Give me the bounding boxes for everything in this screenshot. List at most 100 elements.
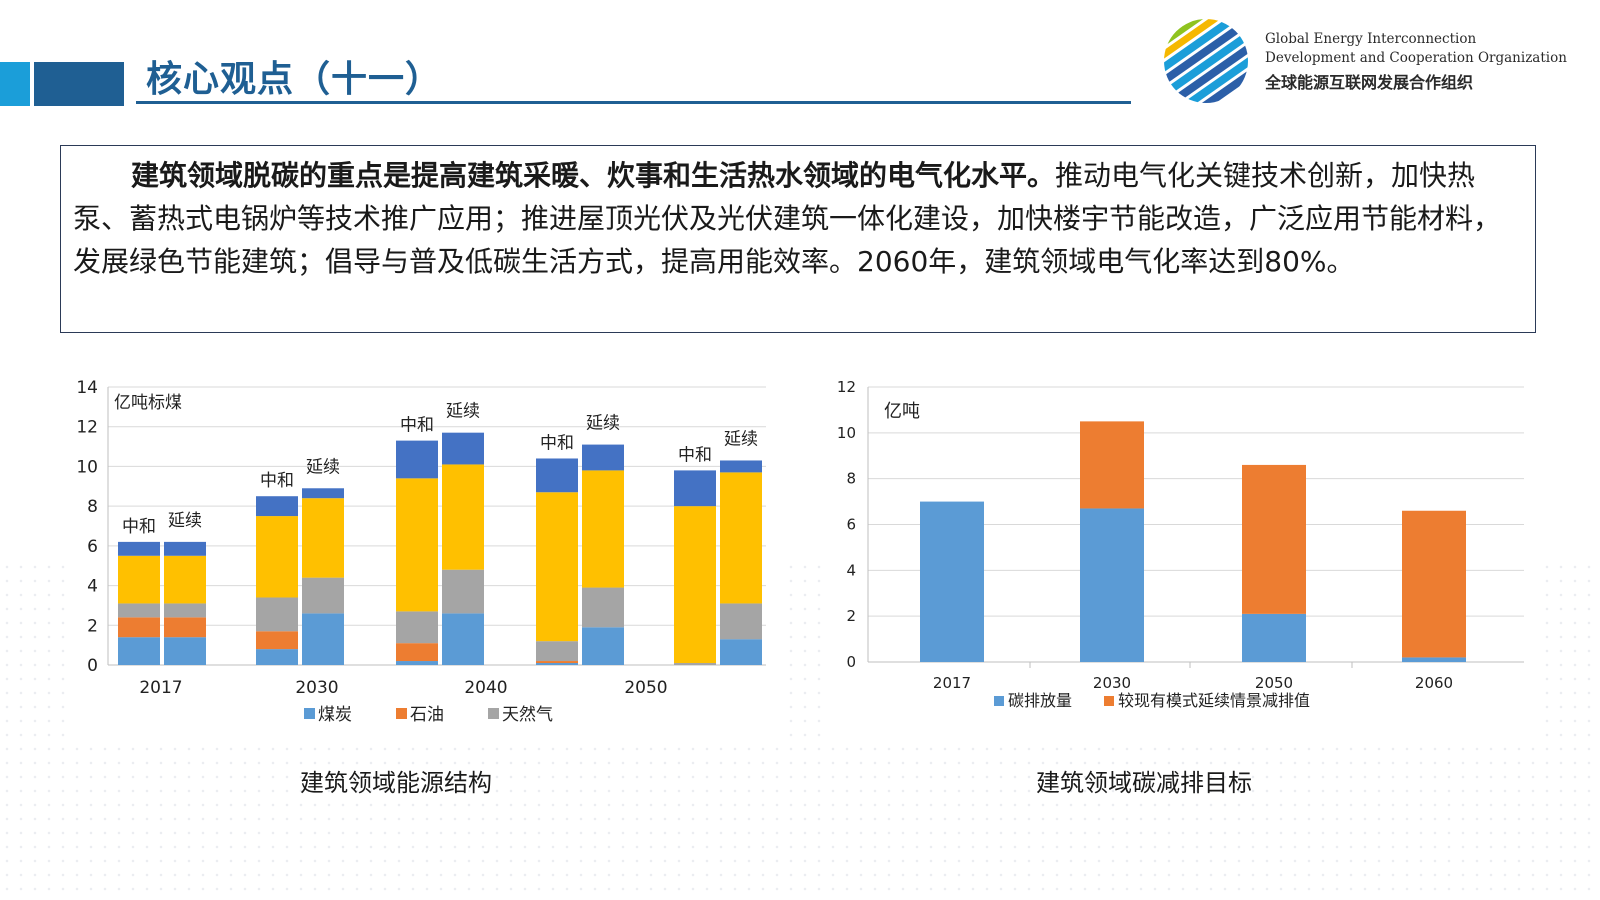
legend-label: 石油 (410, 705, 444, 725)
bar-segment-gas (396, 611, 438, 644)
bar-segment-gas (164, 603, 206, 618)
bar-segment-coal (118, 637, 160, 665)
bar-segment-coal (164, 637, 206, 665)
bar-segment-electricity (442, 464, 484, 570)
org-name-zh: 全球能源互联网发展合作组织 (1265, 73, 1474, 92)
x-tick-label: 2040 (464, 678, 507, 698)
bar-segment-electricity (256, 516, 298, 598)
bar-segment-electricity (536, 492, 578, 642)
y-tick-label: 14 (76, 378, 98, 398)
y-tick-label: 6 (846, 516, 856, 534)
bar-segment-other (536, 458, 578, 493)
org-name-en-line2: Development and Cooperation Organization (1265, 50, 1567, 66)
bar-segment-other (396, 440, 438, 479)
bar-segment-other (164, 541, 206, 556)
bar-segment-emission (1080, 508, 1144, 662)
bar-segment-coal (720, 639, 762, 665)
bar-label: 延续 (586, 414, 620, 434)
legend-label: 较现有模式延续情景减排值 (1118, 691, 1310, 710)
y-tick-label: 10 (837, 424, 856, 442)
y-tick-label: 0 (846, 653, 856, 671)
bar-segment-reduction (1242, 464, 1306, 614)
chart1-caption: 建筑领域能源结构 (300, 769, 492, 797)
y-tick-label: 6 (87, 537, 98, 557)
summary-body-text: 推动电气化关键技术创新，加快热泵、蓄热式电锅炉等技术推广应用；推进屋顶光伏及光伏… (73, 159, 1502, 278)
y-tick-label: 4 (846, 561, 856, 579)
bar-segment-gas (118, 603, 160, 618)
bar-segment-coal (302, 613, 344, 665)
y-tick-label: 10 (76, 457, 98, 477)
bar-segment-gas (720, 603, 762, 640)
y-tick-label: 8 (87, 497, 98, 517)
legend-swatch (396, 708, 407, 719)
bar-label: 中和 (400, 416, 434, 436)
bar-segment-gas (256, 597, 298, 632)
x-tick-label: 2030 (295, 678, 338, 698)
bar-label: 延续 (306, 457, 340, 477)
summary-bold-text: 建筑领域脱碳的重点是提高建筑采暖、炊事和生活热水领域的电气化水平。 (131, 159, 1056, 192)
bar-segment-emission (1402, 657, 1466, 662)
bar-segment-emission (920, 501, 984, 662)
energy-structure-chart-panel: 0 2 4 6 8 10 12 14 亿吨标煤 中和 延续 中和 延续 中和 延续 中和 延续 中和 延续 2017 2… (66, 375, 784, 743)
bar-label: 延续 (168, 511, 202, 531)
legend-label: 天然气 (502, 705, 553, 725)
bar-segment-coal (582, 627, 624, 665)
legend-swatch (1104, 696, 1114, 706)
carbon-reduction-chart: 0 2 4 6 8 10 12 亿吨 2017 2030 2050 2060 碳排放量 较现有模式延续情景… (837, 378, 1524, 710)
x-tick-label: 2017 (933, 674, 971, 692)
bar-segment-coal (256, 649, 298, 665)
bar-segment-other (256, 496, 298, 517)
bar-segment-electricity (396, 478, 438, 612)
y-tick-label: 0 (87, 656, 98, 676)
x-tick-label: 2017 (139, 678, 182, 698)
y-axis-label: 亿吨标煤 (114, 393, 182, 413)
bar-label: 中和 (678, 445, 712, 465)
bar-segment-reduction (1402, 510, 1466, 658)
x-tick-label: 2030 (1093, 674, 1131, 692)
x-tick-label: 2060 (1415, 674, 1453, 692)
legend-swatch (304, 708, 315, 719)
x-tick-label: 2050 (624, 678, 667, 698)
bar-label: 延续 (446, 402, 480, 422)
bar-segment-gas (442, 569, 484, 614)
bar-segment-oil (536, 661, 578, 664)
bar-segment-other (118, 541, 160, 556)
bar-segment-electricity (302, 498, 344, 578)
bar-segment-emission (1242, 613, 1306, 662)
y-tick-label: 8 (846, 470, 856, 488)
bar-segment-electricity (582, 470, 624, 588)
bar-segment-gas (536, 641, 578, 662)
bar-segment-other (582, 444, 624, 471)
y-tick-label: 12 (837, 378, 856, 396)
y-tick-label: 4 (87, 577, 98, 597)
org-logo: Global Energy Interconnection Developmen… (1160, 16, 1567, 106)
legend-label: 碳排放量 (1008, 691, 1072, 710)
x-tick-label: 2050 (1255, 674, 1293, 692)
y-tick-label: 2 (846, 607, 856, 625)
y-tick-label: 12 (76, 418, 98, 438)
bar-segment-coal (396, 661, 438, 665)
bar-segment-oil (396, 643, 438, 662)
globe-logo-icon (1164, 19, 1248, 103)
summary-box: 建筑领域脱碳的重点是提高建筑采暖、炊事和生活热水领域的电气化水平。推动电气化关键… (60, 145, 1536, 333)
carbon-reduction-chart-panel: 0 2 4 6 8 10 12 亿吨 2017 2030 2050 2060 碳排放量 较现有模式延续情景… (824, 375, 1536, 743)
bar-segment-electricity (674, 506, 716, 664)
bar-segment-gas (674, 663, 716, 665)
legend-swatch (488, 708, 499, 719)
bar-segment-electricity (118, 555, 160, 604)
bar-segment-reduction (1080, 421, 1144, 509)
bar-label: 中和 (540, 433, 574, 453)
y-axis-label: 亿吨 (884, 401, 920, 422)
bar-label: 延续 (724, 429, 758, 449)
legend-label: 煤炭 (318, 705, 352, 725)
y-tick-label: 2 (87, 616, 98, 636)
bar-segment-other (720, 460, 762, 473)
legend-swatch (994, 696, 1004, 706)
bar-label: 中和 (260, 471, 294, 491)
bar-segment-electricity (720, 472, 762, 604)
bar-segment-other (302, 488, 344, 499)
bar-segment-gas (582, 587, 624, 628)
bar-segment-electricity (164, 555, 206, 604)
bar-segment-oil (118, 617, 160, 638)
